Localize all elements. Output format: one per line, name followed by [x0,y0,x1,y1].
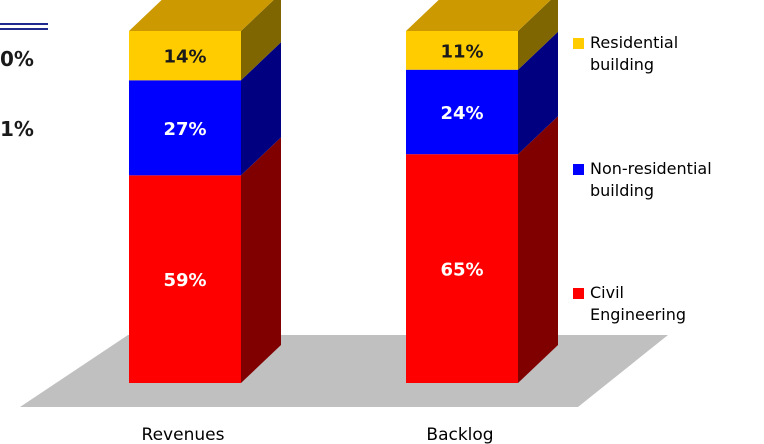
data-label-backlog-1: 24% [440,103,483,124]
bar-side-revenues-1 [241,42,281,176]
left-fragment-text-2: 1% [0,117,34,141]
bar-segment-revenues-2 [129,31,241,81]
bar-top-revenues [129,0,274,31]
bar-segment-backlog-1 [406,69,518,155]
bar-side-backlog-1 [518,31,558,155]
bar-side-backlog-2 [518,0,558,70]
data-label-revenues-1: 27% [163,119,206,140]
bar-segment-backlog-2 [406,31,518,70]
bar-top-backlog [406,0,551,31]
data-label-backlog-2: 11% [440,41,483,62]
legend-swatch-0 [573,38,584,49]
data-label-revenues-0: 59% [163,270,206,291]
bar-segment-revenues-1 [129,80,241,176]
bar-segment-backlog-0 [406,154,518,383]
bar-segment-revenues-0 [129,175,241,383]
legend-label-1-1: building [590,181,654,200]
bar-side-revenues-0 [241,137,281,383]
legend-label-0-1: building [590,55,654,74]
bar-side-revenues-2 [241,0,281,81]
chart-floor [20,335,668,407]
left-fragment-text-1: 0% [0,47,34,71]
category-label-revenues: Revenues [142,425,225,444]
legend-label-0-0: Residential [590,33,678,52]
data-label-revenues-2: 14% [163,47,206,68]
bar-side-backlog-0 [518,116,558,383]
legend-label-1-0: Non-residential [590,159,712,178]
legend-swatch-1 [573,164,584,175]
category-label-backlog: Backlog [426,425,493,444]
legend-label-2-0: Civil [590,283,624,302]
legend-swatch-2 [573,288,584,299]
double-rule-divider [0,23,48,30]
legend-label-2-1: Engineering [590,305,686,324]
data-label-backlog-0: 65% [440,260,483,281]
